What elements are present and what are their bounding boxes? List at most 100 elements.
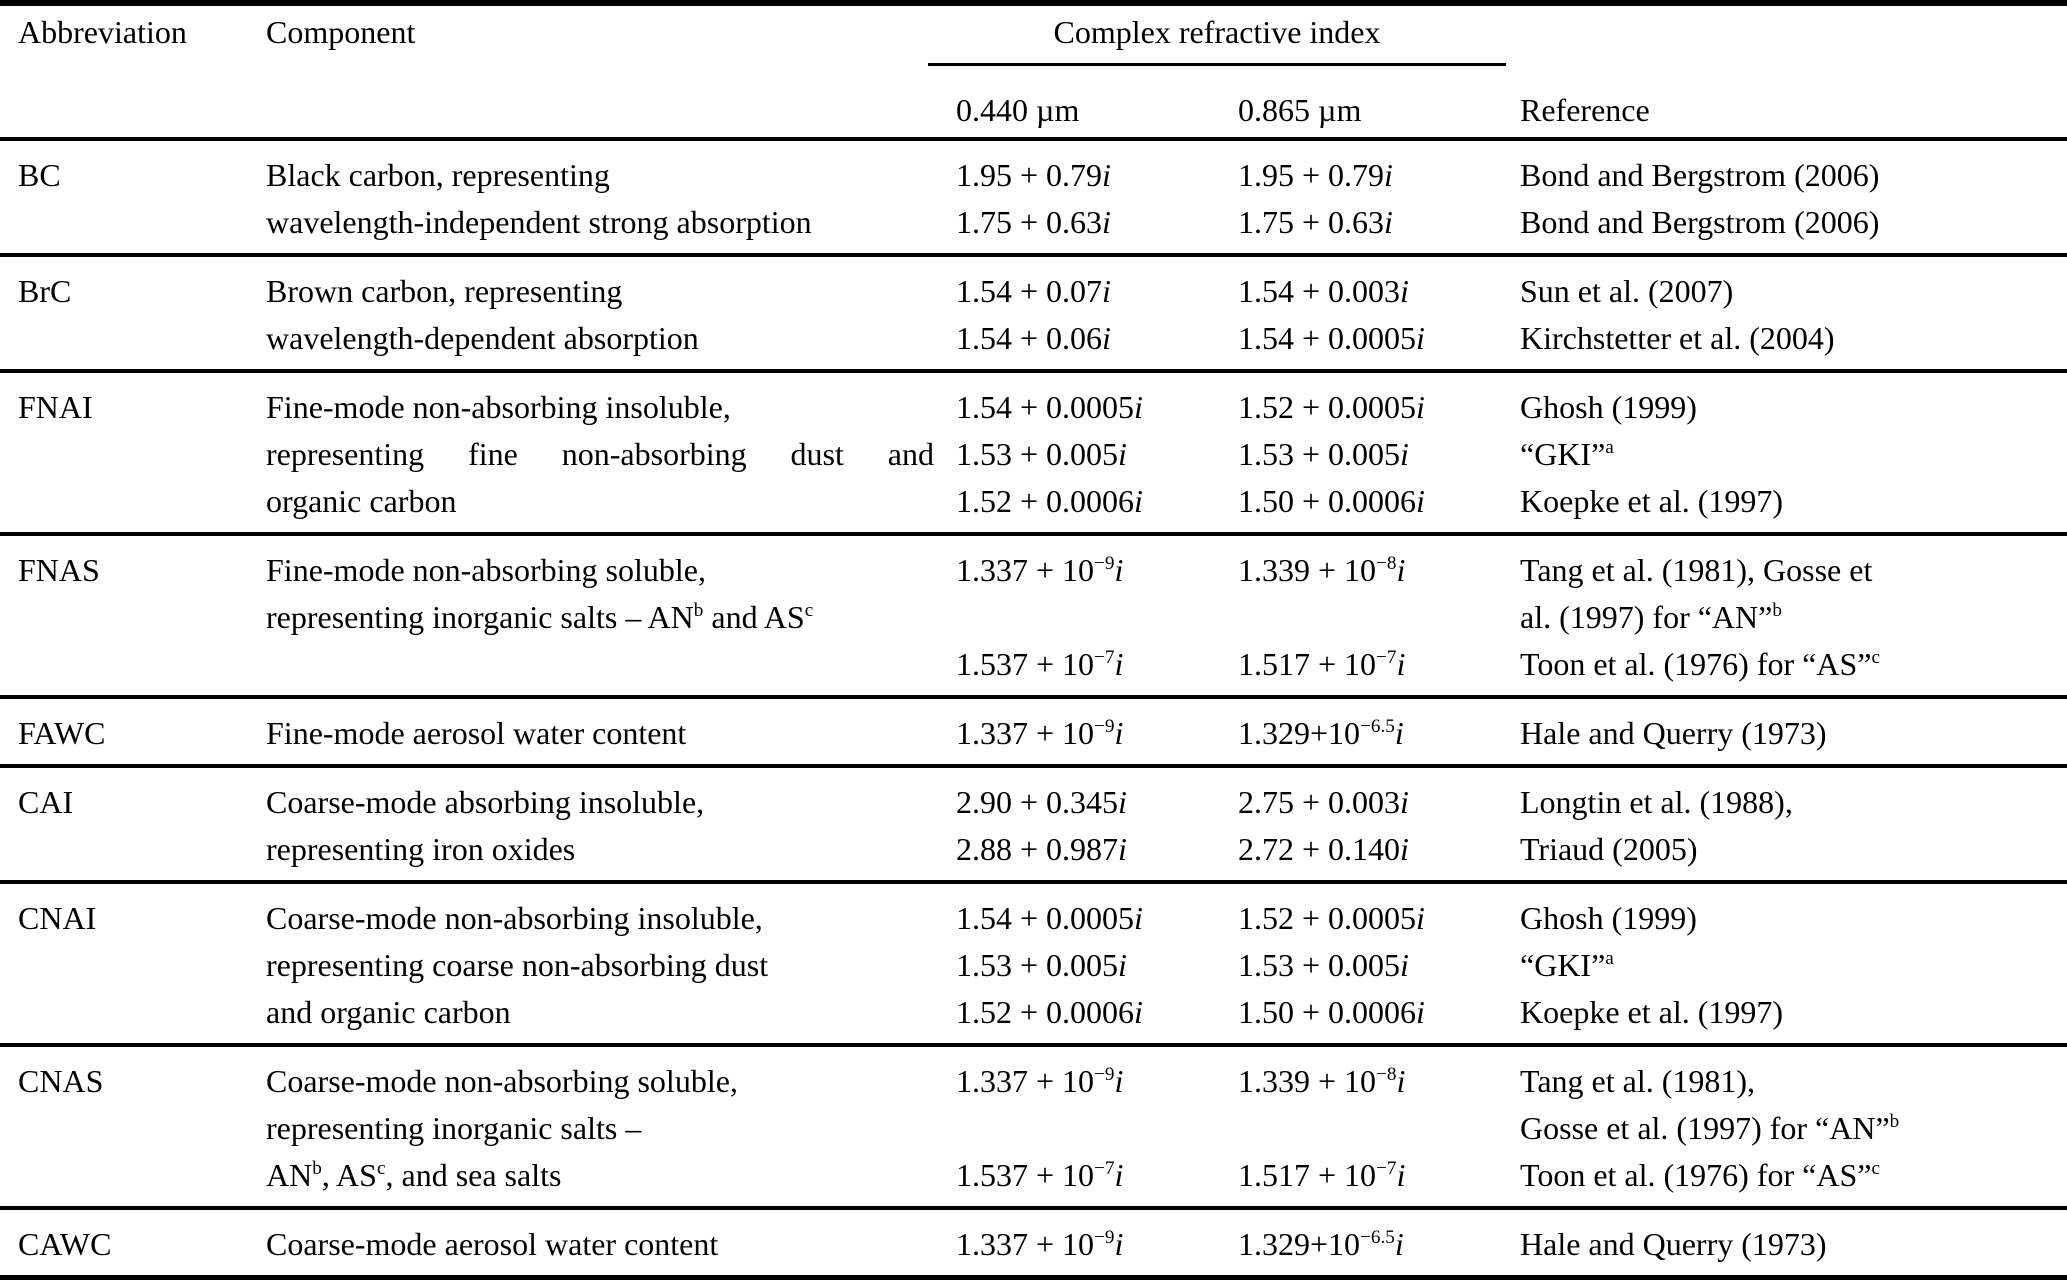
abbreviation-label: FNAS xyxy=(18,552,100,588)
abbreviation-label: FNAI xyxy=(18,389,93,425)
component-text-cell: Fine-mode aerosol water content xyxy=(266,710,956,757)
reference-text: Bond and Bergstrom (2006) xyxy=(1520,157,1880,193)
abbreviation-label: CAI xyxy=(18,784,74,820)
reference-text: Ghosh (1999) xyxy=(1520,900,1697,936)
component-text: representing inorganic salts – xyxy=(266,1110,642,1146)
cri-865-value-cell: 1.52 + 0.0005i 1.53 + 0.005i 1.50 + 0.0006… xyxy=(1238,895,1520,1036)
column-header-reference: Reference xyxy=(1520,92,1650,128)
cri-865-value: 1.53 + 0.005i xyxy=(1238,436,1409,472)
cri-440-value: 1.337 + 10−9i xyxy=(956,1063,1124,1099)
abbreviation-cell: FNAS xyxy=(0,547,266,688)
cri-865-value-cell: 1.54 + 0.003i 1.54 + 0.0005i xyxy=(1238,268,1520,362)
cri-440-value: 1.337 + 10−9i xyxy=(956,552,1124,588)
cri-865-value: 1.54 + 0.0005i xyxy=(1238,320,1425,356)
reference-text: Koepke et al. (1997) xyxy=(1520,483,1784,519)
cri-440-value: 1.52 + 0.0006i xyxy=(956,994,1143,1030)
cri-865-value: 2.72 + 0.140i xyxy=(1238,831,1409,867)
cri-865-value-cell: 1.339 + 10−8i 1.517 + 10−7i xyxy=(1238,1058,1520,1199)
table-row: CNAI Coarse-mode non-absorbing insoluble,… xyxy=(0,880,2067,1043)
component-text: organic carbon xyxy=(266,483,457,519)
reference-text-cell: Hale and Querry (1973) xyxy=(1520,1221,2067,1268)
component-text: Coarse-mode absorbing insoluble, xyxy=(266,784,705,820)
reference-text: “GKI”a xyxy=(1520,947,1614,983)
table-row: BC Black carbon, representing wavelength-i… xyxy=(0,137,2067,253)
component-text-cell: Coarse-mode non-absorbing soluble, repres… xyxy=(266,1058,956,1199)
reference-text: Tang et al. (1981), xyxy=(1520,1063,1756,1099)
cri-865-value xyxy=(1238,1105,1520,1152)
component-text: ANb, ASc, and sea salts xyxy=(266,1157,562,1193)
cri-865-value: 1.52 + 0.0005i xyxy=(1238,389,1425,425)
cri-440-value-cell: 1.95 + 0.79i 1.75 + 0.63i xyxy=(956,152,1238,246)
cri-865-value: 1.329+10−6.5i xyxy=(1238,1226,1404,1262)
cri-865-value: 1.339 + 10−8i xyxy=(1238,1063,1406,1099)
cri-865-value-cell: 1.52 + 0.0005i 1.53 + 0.005i 1.50 + 0.0006… xyxy=(1238,384,1520,525)
cri-865-value: 1.517 + 10−7i xyxy=(1238,1157,1406,1193)
cri-440-value: 1.75 + 0.63i xyxy=(956,204,1111,240)
cri-440-value-cell: 1.54 + 0.0005i 1.53 + 0.005i 1.52 + 0.0006… xyxy=(956,895,1238,1036)
component-text: wavelength-independent strong absorption xyxy=(266,204,812,240)
component-text-cell: Fine-mode non-absorbing soluble, represen… xyxy=(266,547,956,688)
abbreviation-cell: FNAI xyxy=(0,384,266,525)
cri-440-value: 1.337 + 10−9i xyxy=(956,1226,1124,1262)
cri-440-value: 1.537 + 10−7i xyxy=(956,646,1124,682)
cri-440-value xyxy=(956,1105,1238,1152)
cri-865-value: 1.50 + 0.0006i xyxy=(1238,994,1425,1030)
cri-440-value: 2.88 + 0.987i xyxy=(956,831,1127,867)
reference-text: Toon et al. (1976) for “AS”c xyxy=(1520,646,1880,682)
abbreviation-cell: FAWC xyxy=(0,710,266,757)
abbreviation-label: BrC xyxy=(18,273,72,309)
component-text-cell: Black carbon, representing wavelength-ind… xyxy=(266,152,956,246)
reference-text: al. (1997) for “AN”b xyxy=(1520,599,1782,635)
table-row: CAWC Coarse-mode aerosol water content 1.3… xyxy=(0,1206,2067,1275)
component-text: wavelength-dependent absorption xyxy=(266,320,699,356)
column-header-component: Component xyxy=(266,14,416,50)
component-text: representing iron oxides xyxy=(266,831,576,867)
cri-865-value: 1.52 + 0.0005i xyxy=(1238,900,1425,936)
component-text: and organic carbon xyxy=(266,994,511,1030)
component-text: representing fine non-absorbing dust and xyxy=(266,436,934,472)
reference-text: Toon et al. (1976) for “AS”c xyxy=(1520,1157,1880,1193)
reference-text: Hale and Querry (1973) xyxy=(1520,715,1827,751)
cri-865-value-cell: 1.329+10−6.5i xyxy=(1238,710,1520,757)
abbreviation-label: FAWC xyxy=(18,715,106,751)
cri-440-value-cell: 1.337 + 10−9i 1.537 + 10−7i xyxy=(956,547,1238,688)
cri-865-value-cell: 2.75 + 0.003i 2.72 + 0.140i xyxy=(1238,779,1520,873)
component-text: Coarse-mode non-absorbing soluble, xyxy=(266,1063,738,1099)
component-text-cell: Brown carbon, representing wavelength-dep… xyxy=(266,268,956,362)
column-header-wavelength-0440: 0.440 µm xyxy=(956,92,1080,128)
reference-text: Koepke et al. (1997) xyxy=(1520,994,1784,1030)
abbreviation-label: BC xyxy=(18,157,61,193)
reference-text: “GKI”a xyxy=(1520,436,1614,472)
abbreviation-cell: CAWC xyxy=(0,1221,266,1268)
abbreviation-cell: CNAS xyxy=(0,1058,266,1199)
cri-440-value: 1.54 + 0.0005i xyxy=(956,389,1143,425)
cri-865-value: 1.95 + 0.79i xyxy=(1238,157,1393,193)
cri-440-value: 1.54 + 0.07i xyxy=(956,273,1111,309)
reference-text: Ghosh (1999) xyxy=(1520,389,1697,425)
cri-440-value: 1.52 + 0.0006i xyxy=(956,483,1143,519)
component-text: Black carbon, representing xyxy=(266,157,610,193)
cri-865-value-cell: 1.95 + 0.79i 1.75 + 0.63i xyxy=(1238,152,1520,246)
cri-440-value-cell: 1.54 + 0.07i 1.54 + 0.06i xyxy=(956,268,1238,362)
component-text-cell: Coarse-mode non-absorbing insoluble, repr… xyxy=(266,895,956,1036)
abbreviation-label: CAWC xyxy=(18,1226,112,1262)
cri-440-value-cell: 1.54 + 0.0005i 1.53 + 0.005i 1.52 + 0.0006… xyxy=(956,384,1238,525)
component-text: Fine-mode aerosol water content xyxy=(266,715,687,751)
reference-text-cell: Ghosh (1999) “GKI”a Koepke et al. (1997) xyxy=(1520,895,2067,1036)
cri-865-value: 1.50 + 0.0006i xyxy=(1238,483,1425,519)
component-text: Coarse-mode non-absorbing insoluble, xyxy=(266,900,763,936)
component-text: Fine-mode non-absorbing soluble, xyxy=(266,552,706,588)
abbreviation-cell: CNAI xyxy=(0,895,266,1036)
component-text: Fine-mode non-absorbing insoluble, xyxy=(266,389,731,425)
cri-440-value: 1.54 + 0.06i xyxy=(956,320,1111,356)
cri-865-value: 1.339 + 10−8i xyxy=(1238,552,1406,588)
column-group-complex-refractive-index: Complex refractive index xyxy=(928,6,1506,66)
cri-865-value: 1.75 + 0.63i xyxy=(1238,204,1393,240)
abbreviation-cell: BC xyxy=(0,152,266,246)
reference-text-cell: Tang et al. (1981), Gosse et al. (1997) f… xyxy=(1520,547,2067,688)
reference-text-cell: Longtin et al. (1988), Triaud (2005) xyxy=(1520,779,2067,873)
table-header: Abbreviation Component Complex refractiv… xyxy=(0,0,2067,137)
cri-865-value: 1.53 + 0.005i xyxy=(1238,947,1409,983)
cri-440-value-cell: 1.337 + 10−9i 1.537 + 10−7i xyxy=(956,1058,1238,1199)
